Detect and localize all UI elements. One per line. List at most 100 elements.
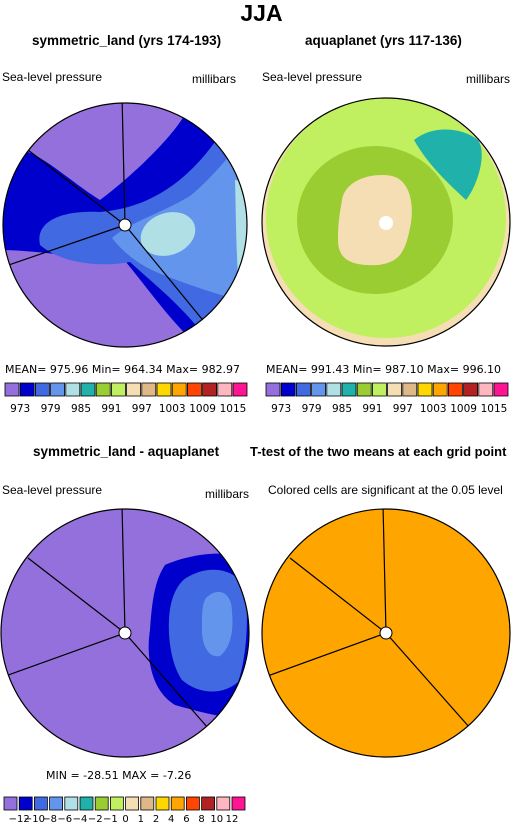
colorbar-swatch [64,796,79,811]
panel3-units: millibars [205,487,250,501]
colorbar-tick-label: 1009 [189,403,216,415]
colorbar-swatch [326,382,342,397]
map1-pole [118,218,132,232]
panel4-title: T-test of the two means at each grid poi… [250,444,507,459]
colorbar-tick-label: 985 [332,403,352,415]
map4-meridian [382,509,387,634]
map1-meridian [121,103,126,226]
colorbar-tick-label: 8 [198,814,204,825]
colorbar-swatch [311,382,327,397]
panel2-left-label: Sea-level pressure [262,70,363,84]
colorbar-swatch [94,796,109,811]
panel1-left-label: Sea-level pressure [2,70,103,84]
colorbar-swatch [231,796,246,811]
colorbar-swatch [202,382,218,397]
map3-meridian [1,632,126,679]
colorbar-tick-label: 6 [183,814,189,825]
main-title: JJA [240,0,283,26]
colorbar-swatch [170,796,185,811]
colorbar-swatch [65,382,81,397]
colorbar-swatch [387,382,403,397]
colorbar-tick-label: 1003 [420,403,447,415]
colorbar-swatch [280,382,296,397]
panel3-title: symmetric_land - aquaplanet [33,444,220,459]
colorbar-tick-label: 997 [393,403,413,415]
colorbar-tick-label: −4 [73,814,88,825]
colorbar-tick-label: 985 [71,403,91,415]
colorbar-tick-label: 973 [10,403,30,415]
map3-meridian [27,557,126,634]
colorbar-tick-label: −10 [24,814,45,825]
map4-pole [379,626,393,640]
colorbar-tick-label: 0 [122,814,128,825]
colorbar-tick-label: 979 [41,403,61,415]
map4-border [261,508,511,758]
colorbar-3: −12−10−8 −6 −4 −2 −1 0 1 2 4 6 8 10 12 [3,796,246,825]
colorbar-swatch [4,382,20,397]
colorbar-swatch [50,382,65,397]
panel3-left-label: Sea-level pressure [2,483,103,497]
colorbar-swatch [295,382,311,397]
panel1-units: millibars [192,72,237,86]
colorbar-tick-label: 1015 [481,403,508,415]
colorbar-tick-label: 1015 [220,403,247,415]
colorbar-swatch [19,382,35,397]
panel2-title: aquaplanet (yrs 117-136) [305,33,462,48]
colorbar-tick-label: 1 [138,814,144,825]
colorbar-tick-label: −6 [57,814,72,825]
colorbar-tick-label: −8 [42,814,57,825]
map1-plot [3,103,247,347]
colorbar-swatch [341,382,357,397]
colorbar-tick-label: −2 [88,814,103,825]
colorbar-swatch [417,382,433,397]
map3-pole [118,626,132,640]
map2-fill-988 [338,175,412,266]
map3-meridian [124,632,209,729]
colorbar-tick-label: 1009 [450,403,477,415]
colorbar-swatch [3,796,18,811]
map3-meridian [121,509,126,634]
colorbar-swatch [371,382,387,397]
colorbar-swatch [18,796,33,811]
panel2-units: millibars [466,72,511,86]
colorbar-swatch [217,382,233,397]
map1-border [2,102,248,348]
colorbar-swatch [356,382,372,397]
map4-meridian [262,632,387,679]
colorbar-swatch [155,796,170,811]
colorbar-swatch [126,382,141,397]
colorbar-swatch [79,796,94,811]
colorbar-swatch [432,382,448,397]
colorbar-swatch [185,796,200,811]
colorbar-tick-label: −1 [103,814,118,825]
colorbar-1: 973 979 985 991 997 1003 1009 1015 [4,382,248,415]
colorbar-swatch [265,382,281,397]
colorbar-tick-label: 12 [226,814,239,825]
colorbar-tick-label: 991 [362,403,382,415]
colorbar-swatch [201,796,216,811]
map2-border [261,97,511,347]
colorbar-swatch [110,796,124,811]
colorbar-swatch [402,382,418,397]
colorbar-swatch [34,796,48,811]
map4-meridian [289,557,387,634]
colorbar-tick-label: 997 [132,403,152,415]
panel4-label: Colored cells are significant at the 0.0… [268,483,503,497]
colorbar-swatch [95,382,111,397]
colorbar-tick-label: 10 [210,814,223,825]
map1-fill-985-edge [235,180,247,305]
colorbar-swatch [216,796,231,811]
colorbar-tick-label: 973 [271,403,291,415]
panel1-title: symmetric_land (yrs 174-193) [32,33,222,48]
panel2-stats: MEAN= 991.43 Min= 987.10 Max= 996.10 [266,363,502,376]
colorbar-swatch [447,382,463,397]
colorbar-2: 973 979 985 991 997 1003 1009 1015 [265,382,509,415]
colorbar-swatch [156,382,172,397]
colorbar-swatch [478,382,494,397]
map3-fill-neg6 [202,591,233,657]
panel3-stats: MIN = -28.51 MAX = -7.26 [46,769,192,782]
map1-fill-985 [140,212,196,256]
panel1-stats: MEAN= 975.96 Min= 964.34 Max= 982.97 [5,363,241,376]
